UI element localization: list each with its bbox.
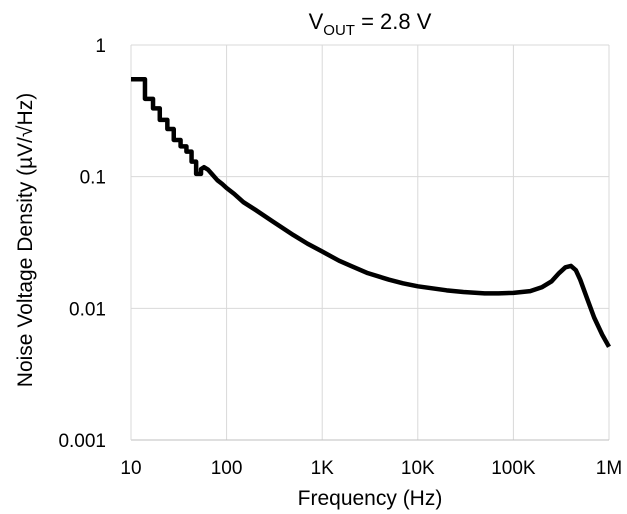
chart-title: VOUT = 2.8 V	[309, 9, 432, 39]
x-tick-label: 1M	[596, 458, 622, 479]
x-tick-label: 1K	[311, 458, 335, 479]
y-tick-label: 1	[95, 36, 106, 57]
y-tick-label: 0.01	[69, 299, 106, 320]
grid-lines	[130, 44, 610, 441]
x-tick-label: 10	[120, 458, 141, 479]
x-tick-label: 10K	[401, 458, 435, 479]
y-tick-label: 0.001	[58, 431, 106, 452]
x-tick-label: 100	[211, 458, 243, 479]
series-layer	[131, 76, 611, 348]
y-tick-labels: 1 0.1 0.01 0.001	[58, 36, 106, 452]
noise-density-curve	[131, 76, 611, 348]
x-axis-label: Frequency (Hz)	[298, 487, 443, 510]
x-tick-label: 100K	[491, 458, 536, 479]
chart-title-rest: = 2.8 V	[355, 9, 432, 34]
chart-title-subscript: OUT	[323, 22, 355, 39]
y-axis-label: Noise Voltage Density (µV/√Hz)	[14, 93, 37, 387]
x-tick-labels: 10 100 1K 10K 100K 1M	[120, 458, 622, 479]
y-tick-label: 0.1	[80, 168, 106, 189]
